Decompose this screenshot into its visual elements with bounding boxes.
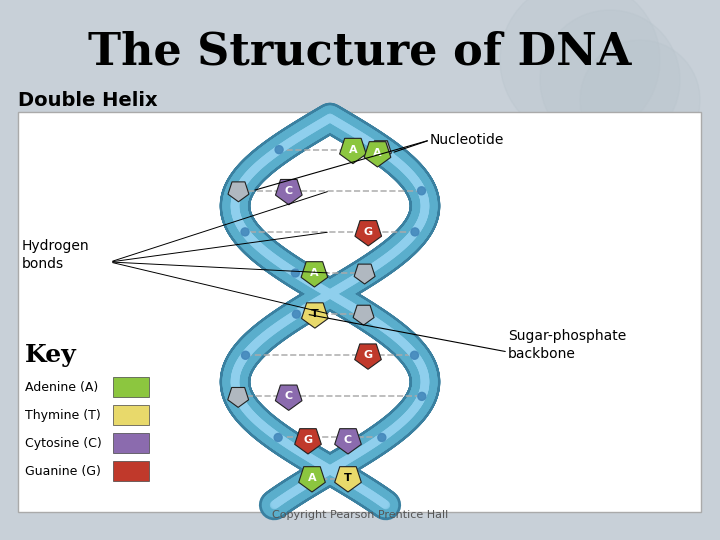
Polygon shape	[228, 388, 248, 407]
Polygon shape	[276, 179, 302, 205]
Polygon shape	[371, 141, 392, 161]
Circle shape	[540, 10, 680, 150]
Text: A: A	[307, 473, 316, 483]
Circle shape	[411, 228, 419, 236]
Text: Cytosine (C): Cytosine (C)	[25, 436, 102, 449]
Circle shape	[378, 434, 386, 442]
Text: C: C	[284, 186, 293, 196]
Circle shape	[418, 187, 426, 195]
Text: T: T	[344, 473, 352, 483]
Circle shape	[580, 40, 700, 160]
Polygon shape	[354, 264, 375, 284]
FancyBboxPatch shape	[113, 377, 149, 397]
Polygon shape	[299, 467, 325, 492]
Text: G: G	[303, 435, 312, 445]
Text: Nucleotide: Nucleotide	[430, 133, 505, 147]
Text: A: A	[348, 145, 357, 154]
Circle shape	[311, 475, 319, 483]
Circle shape	[292, 269, 300, 277]
Text: A: A	[373, 148, 382, 158]
Polygon shape	[228, 182, 249, 202]
Text: Key: Key	[25, 343, 77, 367]
Text: Double Helix: Double Helix	[18, 91, 158, 110]
Text: C: C	[344, 435, 352, 445]
Polygon shape	[335, 467, 361, 492]
Polygon shape	[302, 303, 328, 328]
Text: Guanine (G): Guanine (G)	[25, 464, 101, 477]
Circle shape	[361, 269, 369, 277]
Polygon shape	[353, 305, 374, 325]
Polygon shape	[335, 429, 361, 454]
FancyBboxPatch shape	[113, 461, 149, 481]
Polygon shape	[355, 344, 382, 369]
Text: Copyright Pearson Prentice Hall: Copyright Pearson Prentice Hall	[272, 510, 448, 520]
Text: Sugar-phosphate
backbone: Sugar-phosphate backbone	[508, 329, 626, 361]
Polygon shape	[355, 220, 382, 246]
FancyBboxPatch shape	[113, 433, 149, 453]
FancyBboxPatch shape	[113, 405, 149, 425]
Polygon shape	[364, 141, 391, 167]
Text: G: G	[364, 227, 373, 237]
Text: T: T	[311, 309, 319, 319]
Circle shape	[274, 434, 282, 442]
Circle shape	[234, 393, 242, 400]
Text: C: C	[284, 392, 293, 401]
Circle shape	[241, 228, 249, 236]
Polygon shape	[340, 138, 366, 164]
Circle shape	[359, 310, 368, 318]
Polygon shape	[301, 262, 328, 287]
Circle shape	[418, 393, 426, 400]
Text: G: G	[364, 350, 372, 360]
Text: Hydrogen
bonds: Hydrogen bonds	[22, 239, 89, 271]
Polygon shape	[294, 429, 321, 454]
Polygon shape	[275, 385, 302, 410]
Circle shape	[292, 310, 300, 318]
Circle shape	[341, 475, 349, 483]
Circle shape	[410, 351, 418, 359]
FancyBboxPatch shape	[18, 112, 701, 512]
Text: The Structure of DNA: The Structure of DNA	[89, 30, 631, 73]
Text: Thymine (T): Thymine (T)	[25, 408, 101, 422]
Circle shape	[377, 146, 385, 154]
Circle shape	[241, 351, 250, 359]
Circle shape	[500, 0, 660, 140]
Text: A: A	[310, 268, 319, 278]
Text: Adenine (A): Adenine (A)	[25, 381, 98, 394]
Circle shape	[235, 187, 243, 195]
Circle shape	[275, 146, 283, 154]
